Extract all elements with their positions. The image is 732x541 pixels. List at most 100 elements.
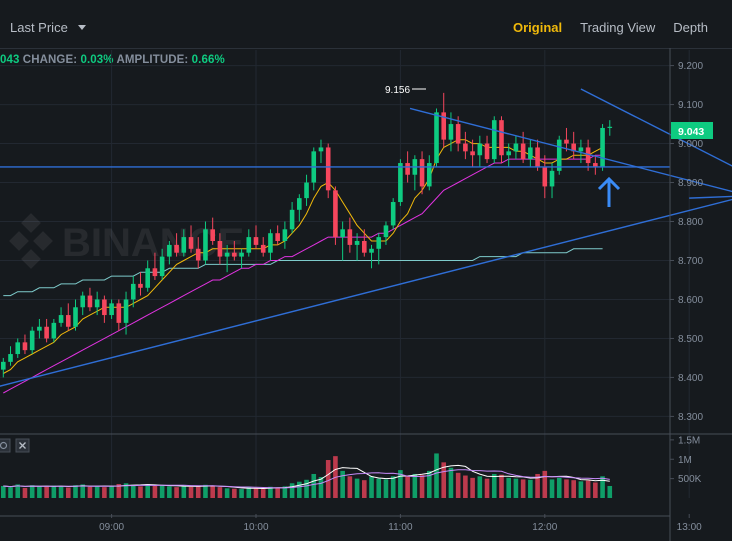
volume-bar — [549, 479, 555, 498]
candle — [44, 318, 49, 343]
candle-body — [571, 143, 576, 152]
candle — [181, 229, 187, 257]
candle-body — [398, 163, 403, 203]
volume-bar — [297, 481, 302, 498]
volume-bar — [282, 486, 288, 498]
price-type-dropdown[interactable]: Last Price — [10, 20, 86, 35]
candle — [297, 194, 302, 222]
x-tick-label: 10:00 — [243, 522, 268, 533]
candle-body — [282, 229, 288, 241]
volume-bar — [513, 478, 519, 498]
candle-body — [607, 126, 613, 128]
x-tick-label: 12:00 — [532, 522, 557, 533]
candle — [463, 131, 468, 160]
candle — [369, 244, 374, 269]
y-tick-label: 8.300 — [678, 412, 703, 423]
candle-body — [600, 127, 605, 167]
volume-bar — [203, 484, 208, 498]
axes: 9.200 9.100 9.000 8.900 8.800 8.700 8.600 8.500… — [0, 48, 732, 541]
candle — [217, 233, 223, 265]
candle-body — [593, 163, 598, 167]
candle — [37, 318, 42, 339]
candle-body — [253, 237, 259, 245]
candle — [383, 221, 389, 245]
candle — [354, 233, 360, 261]
volume-bar — [268, 486, 273, 498]
candle-body — [224, 252, 230, 257]
volume-bar — [87, 486, 93, 498]
volume-bar — [94, 486, 100, 498]
watermark-text: BINANCE — [62, 221, 244, 265]
volume-controls — [0, 438, 30, 453]
candle-body — [116, 303, 122, 323]
candle — [600, 124, 605, 171]
change-value: 0.03% — [80, 54, 114, 66]
volume-bar — [246, 487, 252, 498]
price-type-label: Last Price — [10, 20, 68, 35]
candle-body — [491, 120, 497, 160]
candle-body — [181, 237, 187, 253]
high-price-label: 9.156 — [385, 85, 410, 96]
ma99-line — [3, 248, 603, 297]
candle-body — [470, 151, 475, 156]
volume-bar — [51, 485, 57, 498]
candle — [51, 318, 57, 343]
volume-bar — [369, 476, 374, 498]
candle — [571, 131, 576, 160]
candle — [325, 143, 331, 199]
volume-bar — [123, 483, 129, 498]
y-tick-label: 8.900 — [678, 178, 703, 189]
candle — [73, 299, 78, 331]
volume-bar — [80, 484, 86, 498]
candle-body — [58, 315, 64, 323]
volume-bar — [325, 460, 331, 498]
volume-bar — [109, 485, 114, 498]
volume-bar — [224, 488, 230, 498]
tab-trading-view[interactable]: Trading View — [580, 20, 656, 35]
candle — [260, 237, 266, 257]
volume-bar — [311, 473, 317, 498]
volume-bar — [506, 477, 511, 498]
tab-original[interactable]: Original — [513, 20, 563, 35]
candle-body — [549, 170, 555, 187]
moving-averages — [3, 139, 603, 394]
volume-bar — [455, 472, 461, 498]
candle-body — [354, 241, 360, 245]
candle-body — [130, 283, 136, 300]
candle — [398, 159, 403, 206]
tab-depth[interactable]: Depth — [673, 20, 708, 35]
candle — [253, 225, 259, 249]
candle-body — [535, 147, 540, 167]
volume-bar — [347, 476, 353, 498]
candle-body — [340, 229, 345, 238]
volume-bar — [318, 477, 324, 498]
candle-body — [383, 225, 389, 238]
candle-body — [268, 233, 273, 253]
candles — [1, 92, 613, 378]
candle-body — [362, 241, 367, 253]
candle — [29, 326, 35, 355]
candle — [513, 135, 519, 160]
candle-body — [51, 322, 57, 339]
volume-bar — [145, 484, 150, 498]
candle-body — [188, 237, 194, 249]
candle — [470, 139, 475, 167]
candle — [22, 334, 28, 355]
candle-body — [102, 299, 107, 316]
volume-bar — [22, 487, 28, 498]
volume-bar — [405, 475, 410, 498]
toolbar: Last Price Original Trading View Depth — [0, 0, 732, 49]
y-tick-label: 8.700 — [678, 256, 703, 267]
settings-icon[interactable] — [0, 438, 11, 453]
volume-bar — [102, 487, 107, 498]
candle-body — [167, 244, 172, 257]
volume-bar — [528, 479, 533, 498]
trendline — [580, 88, 732, 167]
amplitude-label: AMPLITUDE: — [116, 54, 189, 66]
volume-bar — [188, 486, 194, 498]
y-tick-label: 8.500 — [678, 334, 703, 345]
candle — [578, 139, 584, 164]
candle — [210, 217, 215, 245]
volume-bar — [463, 475, 468, 498]
